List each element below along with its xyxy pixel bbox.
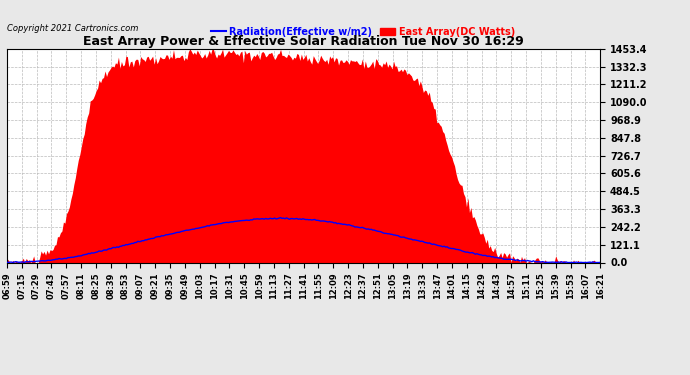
Text: Copyright 2021 Cartronics.com: Copyright 2021 Cartronics.com (7, 24, 138, 33)
Legend: Radiation(Effective w/m2), East Array(DC Watts): Radiation(Effective w/m2), East Array(DC… (207, 22, 519, 40)
Title: East Array Power & Effective Solar Radiation Tue Nov 30 16:29: East Array Power & Effective Solar Radia… (83, 34, 524, 48)
